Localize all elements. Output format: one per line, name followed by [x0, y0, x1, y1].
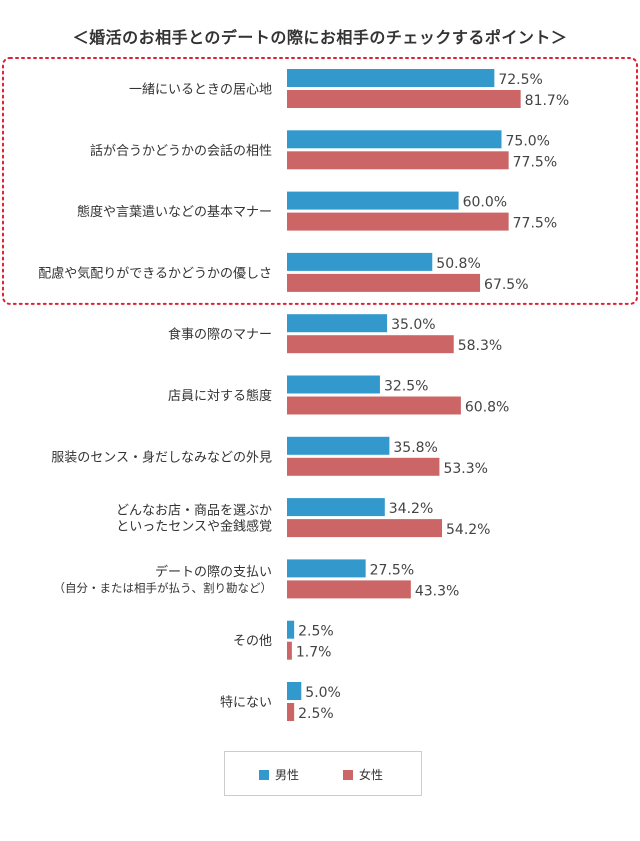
value-label-female-7: 53.3%	[443, 461, 487, 477]
value-label-female-5: 58.3%	[458, 338, 502, 354]
bar-male-5	[287, 314, 388, 333]
value-label-female-6: 60.8%	[465, 400, 509, 416]
bar-male-3	[287, 191, 459, 210]
bar-female-1	[287, 90, 521, 108]
bar-male-6	[287, 375, 380, 394]
highlight-box	[2, 57, 638, 305]
legend-swatch-female	[343, 769, 353, 780]
value-label-male-1: 72.5%	[498, 72, 542, 88]
bar-male-10	[287, 620, 295, 639]
bar-female-10	[287, 641, 292, 660]
value-label-female-11: 2.5%	[298, 706, 334, 722]
bar-male-9	[287, 559, 366, 578]
bar-female-11	[287, 703, 295, 721]
value-label-male-2: 75.0%	[506, 133, 550, 149]
category-label-3: 態度や言葉遣いなどの基本マナー	[77, 204, 272, 220]
bar-female-5	[287, 335, 454, 354]
category-label-8-line-1: どんなお店・商品を選ぶか	[116, 504, 272, 519]
value-label-male-7: 35.8%	[393, 440, 437, 456]
bar-female-6	[287, 396, 461, 415]
category-label-9-line-1: デートの際の支払い	[155, 564, 272, 580]
value-label-male-3: 60.0%	[463, 195, 507, 211]
value-label-female-9: 43.3%	[415, 583, 459, 599]
legend-swatch-male	[259, 769, 269, 780]
category-label-2: 話が合うかどうかの会話の相性	[90, 143, 272, 159]
category-label-11: 特にない	[220, 696, 272, 711]
bar-male-2	[287, 130, 502, 149]
legend-item-female: 女性	[343, 766, 383, 783]
value-label-female-1: 81.7%	[525, 93, 569, 109]
value-label-female-10: 1.7%	[296, 645, 332, 661]
bar-male-4	[287, 252, 433, 271]
value-label-female-8: 54.2%	[446, 522, 490, 538]
bar-female-8	[287, 519, 443, 538]
category-label-10: その他	[233, 634, 272, 649]
category-label-6: 店員に対する態度	[168, 388, 272, 404]
bar-male-8	[287, 498, 385, 517]
bar-female-7	[287, 457, 440, 476]
legend-label-male: 男性	[275, 768, 300, 782]
value-label-male-9: 27.5%	[370, 562, 414, 578]
category-label-5: 食事の際のマナー	[168, 327, 272, 343]
bar-male-1	[287, 69, 495, 87]
bar-male-11	[287, 682, 302, 700]
value-label-male-6: 32.5%	[384, 379, 428, 395]
bar-male-7	[287, 436, 390, 455]
legend: 男性 女性	[224, 751, 422, 796]
value-label-female-4: 67.5%	[484, 277, 528, 293]
value-label-female-3: 77.5%	[513, 216, 557, 232]
legend-label-female: 女性	[359, 768, 384, 782]
legend-item-male: 男性	[259, 766, 299, 783]
category-label-1: 一緒にいるときの居心地	[129, 83, 272, 98]
chart-title: ＜婚活のお相手とのデートの際にお相手のチェックするポイント＞	[72, 28, 568, 47]
category-label-8-line-2: といったセンスや金銭感覚	[116, 519, 272, 535]
value-label-male-10: 2.5%	[298, 624, 334, 640]
bar-female-3	[287, 212, 509, 231]
bar-female-2	[287, 151, 509, 170]
value-label-male-5: 35.0%	[391, 317, 435, 333]
value-label-male-11: 5.0%	[305, 685, 341, 701]
category-label-4: 配慮や気配りができるかどうかの優しさ	[38, 265, 272, 281]
value-label-female-2: 77.5%	[513, 154, 557, 170]
value-label-male-8: 34.2%	[389, 501, 433, 517]
bar-female-9	[287, 580, 411, 599]
bar-female-4	[287, 273, 481, 292]
value-label-male-4: 50.8%	[436, 256, 480, 272]
category-label-7: 服装のセンス・身だしなみなどの外見	[51, 449, 272, 465]
category-label-9-line-2: （自分・または相手が払う、割り勘など）	[54, 581, 273, 595]
